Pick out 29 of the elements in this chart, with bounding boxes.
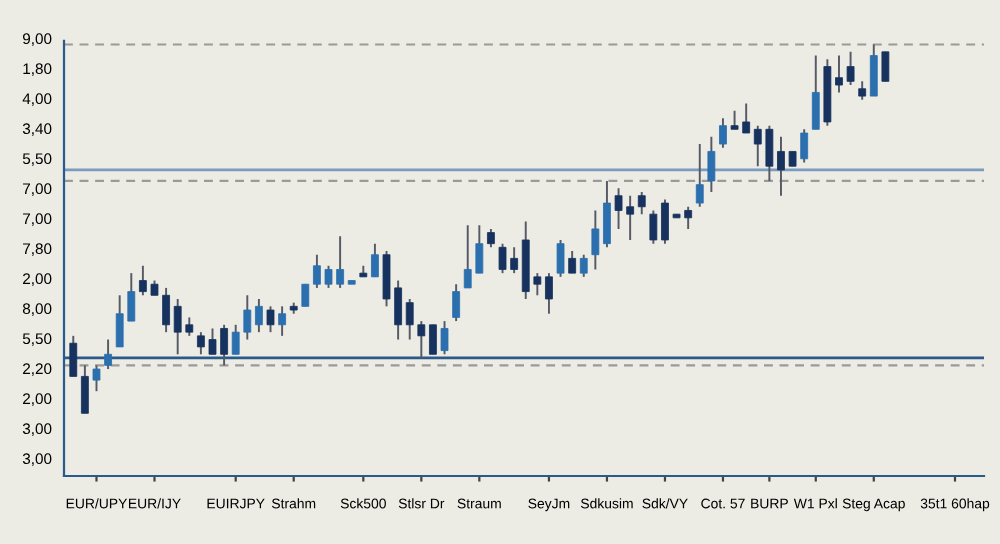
candlestick bbox=[568, 250, 577, 275]
candlestick bbox=[278, 305, 287, 337]
candlestick bbox=[869, 43, 878, 98]
candlestick bbox=[637, 191, 646, 216]
candlestick bbox=[255, 298, 263, 334]
candlestick bbox=[881, 50, 890, 83]
candlestick bbox=[92, 364, 101, 393]
candlestick bbox=[545, 272, 553, 315]
candlestick bbox=[266, 305, 275, 334]
candlestick bbox=[707, 135, 716, 193]
candlestick bbox=[371, 242, 379, 278]
candlestick bbox=[858, 80, 867, 101]
candlestick bbox=[80, 364, 89, 415]
candlestick bbox=[579, 253, 588, 278]
candlestick bbox=[440, 320, 449, 356]
candlestick bbox=[719, 117, 727, 149]
candlestick bbox=[811, 54, 820, 131]
candlestick bbox=[104, 338, 112, 371]
candlestick bbox=[800, 128, 809, 164]
candlestick bbox=[591, 209, 600, 271]
candlestick bbox=[452, 283, 461, 323]
candlestick bbox=[603, 179, 611, 249]
candlestick bbox=[695, 143, 704, 208]
candlestick bbox=[649, 209, 658, 245]
candlestick bbox=[487, 227, 495, 249]
candlestick bbox=[69, 334, 78, 378]
candlestick bbox=[301, 283, 310, 308]
candlestick bbox=[429, 323, 437, 356]
candlestick bbox=[556, 238, 565, 278]
